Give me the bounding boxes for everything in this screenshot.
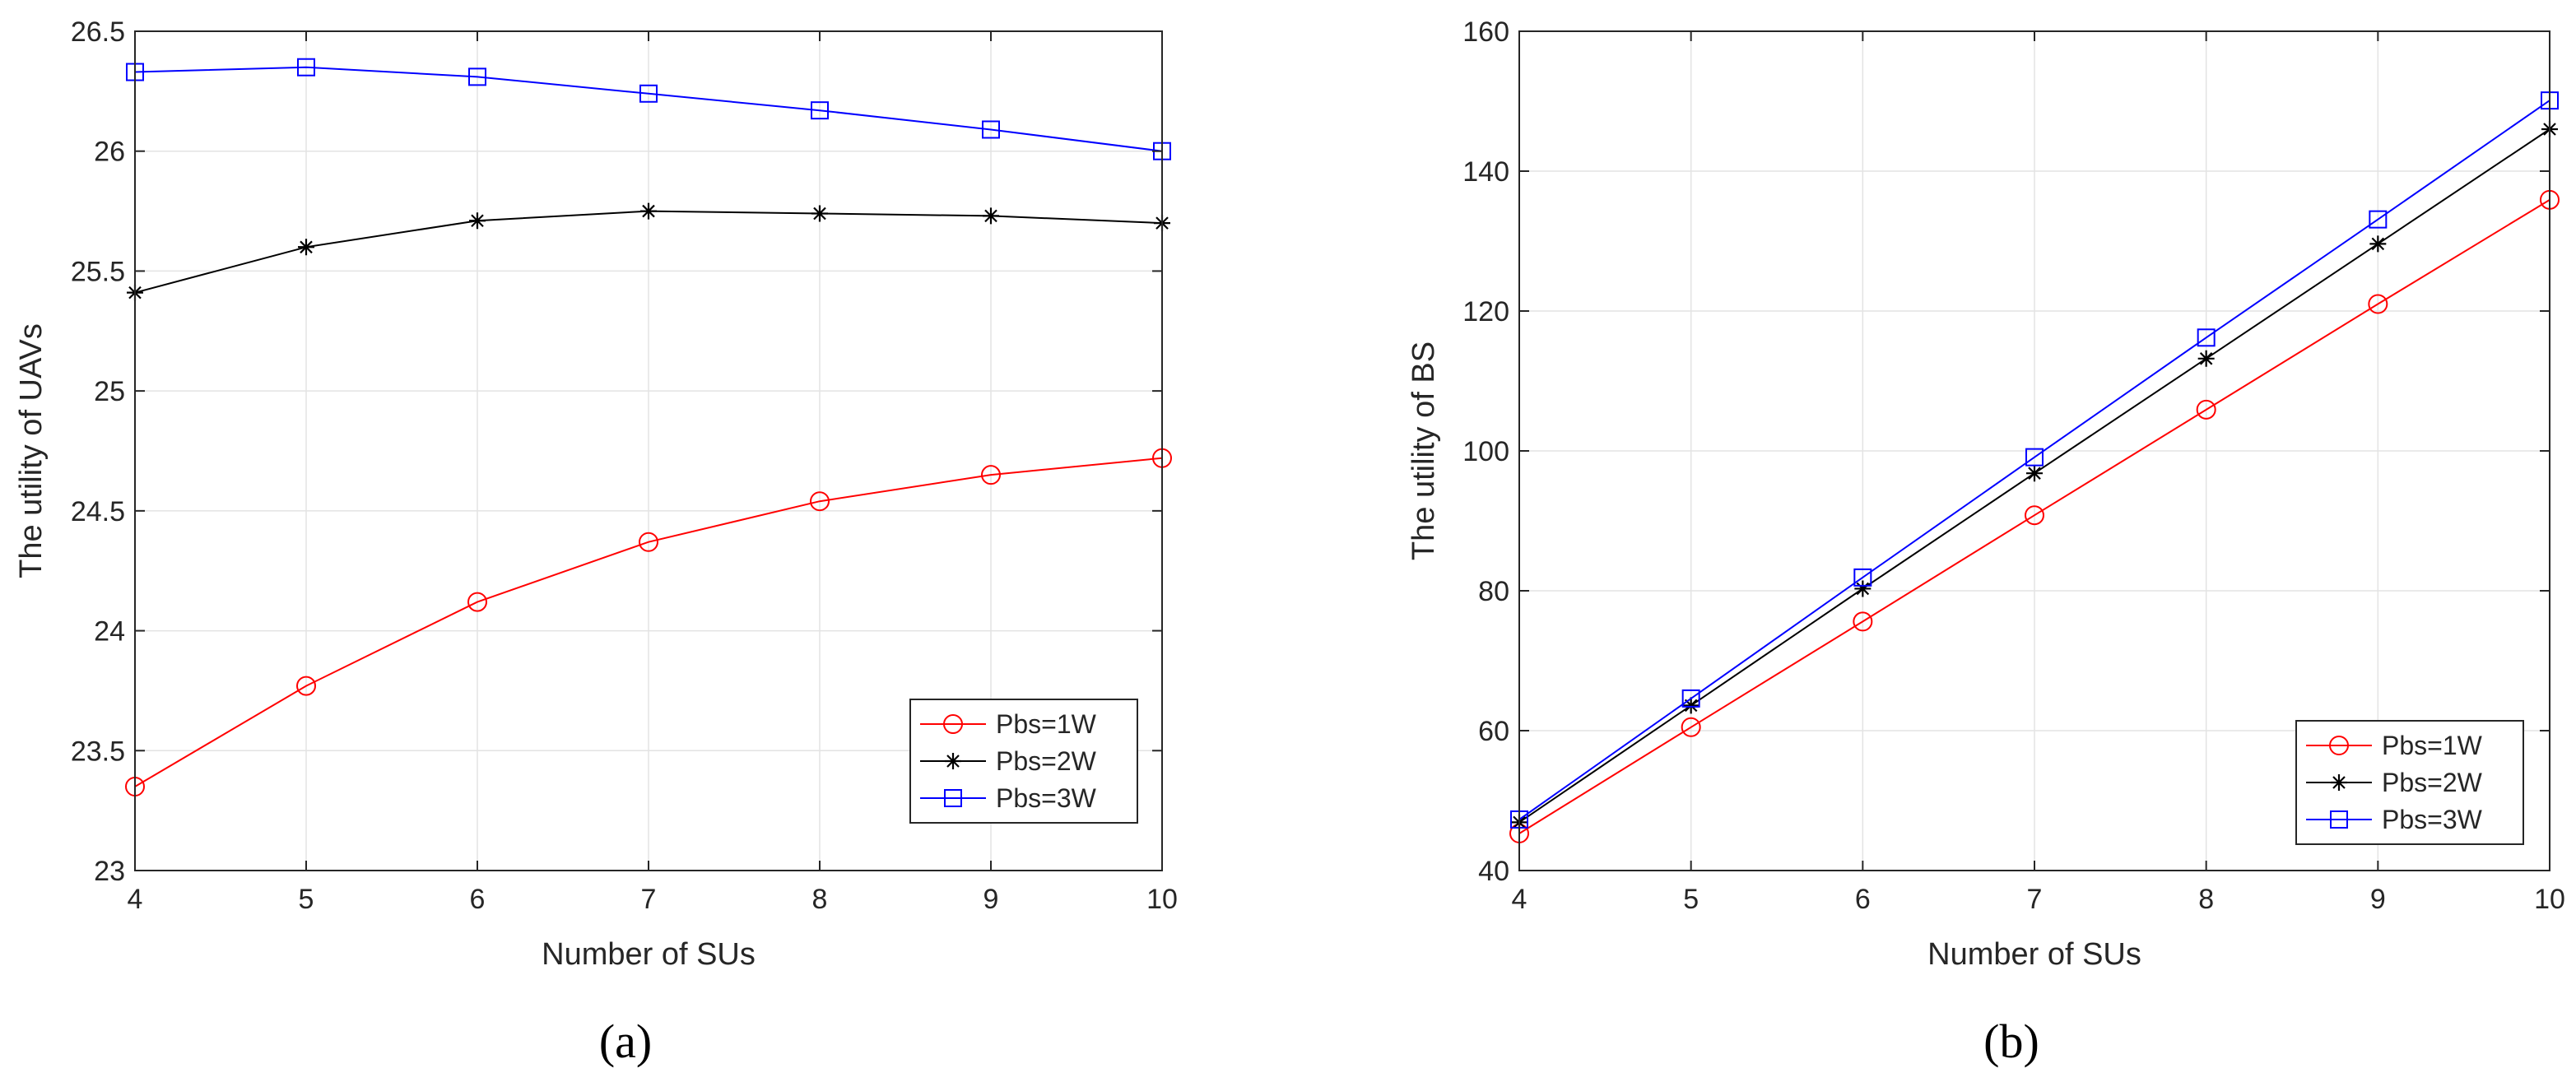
y-tick-label: 80 [1478, 576, 1509, 607]
x-tick-label: 7 [2027, 884, 2043, 915]
legend-item-pbs-3w: Pbs=3W [920, 783, 1097, 813]
x-tick-label: 6 [1855, 884, 1871, 915]
data-point-pbs-2w [811, 205, 828, 222]
x-tick-label: 7 [641, 884, 657, 915]
legend-marker [945, 753, 961, 769]
legend-label: Pbs=1W [996, 709, 1097, 739]
series-line-pbs-3w [134, 66, 1163, 152]
x-tick-label: 4 [1512, 884, 1527, 915]
y-tick-label: 26 [94, 137, 125, 168]
y-tick-label: 23 [94, 856, 125, 887]
chart-panel-b: 4 5 6 7 8 9 10 40 60 80 100 120 140 160 Number of SUs… [1407, 16, 2565, 1068]
legend-item-pbs-1w: Pbs=1W [2306, 731, 2483, 760]
data-point-pbs-1w [2196, 399, 2216, 420]
data-point-pbs-3w [468, 67, 486, 86]
data-point-pbs-3w [1681, 689, 1700, 708]
x-tick-label: 6 [470, 884, 486, 915]
data-point-pbs-2w [1682, 697, 1700, 714]
data-point-pbs-2w [298, 239, 314, 256]
y-tick-label: 60 [1478, 716, 1509, 747]
legend-item-pbs-3w: Pbs=3W [2306, 805, 2483, 834]
data-point-pbs-2w [2369, 235, 2387, 253]
data-point-pbs-1w [981, 465, 1001, 485]
legend-marker [2331, 774, 2347, 791]
ticks-b: 4 5 6 7 8 9 10 40 60 80 100 120 140 160 [1462, 16, 2565, 915]
data-point-pbs-3w [297, 58, 315, 77]
x-tick-label: 4 [128, 884, 143, 915]
data-point-pbs-3w [639, 84, 658, 103]
legend-marker [2329, 736, 2349, 755]
ticks-a: 4 5 6 7 8 9 10 23 23.5 24 24.5 25 25.5 26 26.5 [71, 16, 1178, 915]
x-tick-label: 10 [2534, 884, 2565, 915]
data-point-pbs-2w [2197, 350, 2215, 367]
data-point-pbs-1w [810, 491, 830, 512]
data-point-pbs-2w [1854, 580, 1872, 597]
panel-label-a: (a) [599, 1015, 652, 1068]
legend-b: Pbs=1W Pbs=2W Pbs=3W [2295, 720, 2524, 845]
x-tick-label: 8 [812, 884, 828, 915]
series-line-pbs-3w [1518, 100, 2550, 820]
data-point-pbs-3w [2025, 448, 2044, 467]
data-point-pbs-1w [639, 532, 658, 552]
data-point-pbs-2w [2026, 465, 2043, 482]
legend-item-pbs-1w: Pbs=1W [920, 709, 1097, 739]
data-point-pbs-2w [469, 212, 486, 230]
y-tick-label: 26.5 [71, 16, 125, 48]
x-tick-label: 9 [2370, 884, 2386, 915]
legend-marker [944, 789, 962, 807]
y-tick-label: 160 [1462, 16, 1509, 48]
data-point-pbs-2w [983, 207, 999, 225]
series-line-pbs-1w [1518, 199, 2550, 834]
data-point-pbs-1w [467, 592, 487, 612]
y-tick-label: 140 [1462, 156, 1509, 188]
data-point-pbs-1w [1681, 717, 1701, 737]
y-tick-label: 24.5 [71, 496, 125, 527]
legend-marker [943, 714, 963, 734]
y-tick-label: 120 [1462, 296, 1509, 327]
data-point-pbs-1w [296, 676, 316, 696]
y-axis-label-a: The utility of UAVs [14, 323, 49, 578]
data-point-pbs-3w [982, 120, 1000, 139]
data-point-pbs-3w [811, 101, 829, 120]
data-point-pbs-3w [2369, 210, 2388, 229]
data-point-pbs-1w [1853, 611, 1873, 632]
legend-a: Pbs=1W Pbs=2W Pbs=3W [909, 699, 1138, 824]
data-point-pbs-1w [2368, 294, 2388, 314]
chart-panel-a: 4 5 6 7 8 9 10 23 23.5 24 24.5 25 25.5 26 26.5 Number … [14, 16, 1178, 1068]
panel-label-b: (b) [1983, 1015, 2039, 1068]
x-tick-label: 9 [983, 884, 999, 915]
legend-label: Pbs=2W [2382, 768, 2483, 797]
y-tick-label: 23.5 [71, 736, 125, 767]
y-tick-label: 24 [94, 616, 125, 648]
y-axis-label-b: The utility of BS [1407, 341, 1441, 560]
legend-label: Pbs=3W [2382, 805, 2483, 834]
legend-item-pbs-2w: Pbs=2W [920, 746, 1097, 776]
data-point-pbs-3w [1853, 568, 1872, 587]
legend-label: Pbs=2W [996, 746, 1097, 776]
x-tick-label: 10 [1146, 884, 1178, 915]
y-tick-label: 40 [1478, 856, 1509, 887]
y-tick-label: 25.5 [71, 256, 125, 287]
data-point-pbs-3w [2197, 328, 2216, 347]
legend-item-pbs-2w: Pbs=2W [2306, 768, 2483, 797]
series-line-pbs-1w [134, 457, 1163, 787]
x-tick-label: 8 [2198, 884, 2214, 915]
x-axis-label-a: Number of SUs [542, 937, 756, 972]
legend-marker [2330, 810, 2348, 829]
x-tick-label: 5 [299, 884, 314, 915]
data-point-pbs-2w [640, 202, 657, 220]
x-tick-label: 5 [1683, 884, 1699, 915]
legend-label: Pbs=3W [996, 783, 1097, 813]
y-tick-label: 100 [1462, 436, 1509, 467]
legend-box [2295, 720, 2524, 845]
y-tick-label: 25 [94, 376, 125, 407]
data-point-pbs-1w [2025, 505, 2044, 526]
legend-label: Pbs=1W [2382, 731, 2483, 760]
x-axis-label-b: Number of SUs [1927, 937, 2141, 972]
